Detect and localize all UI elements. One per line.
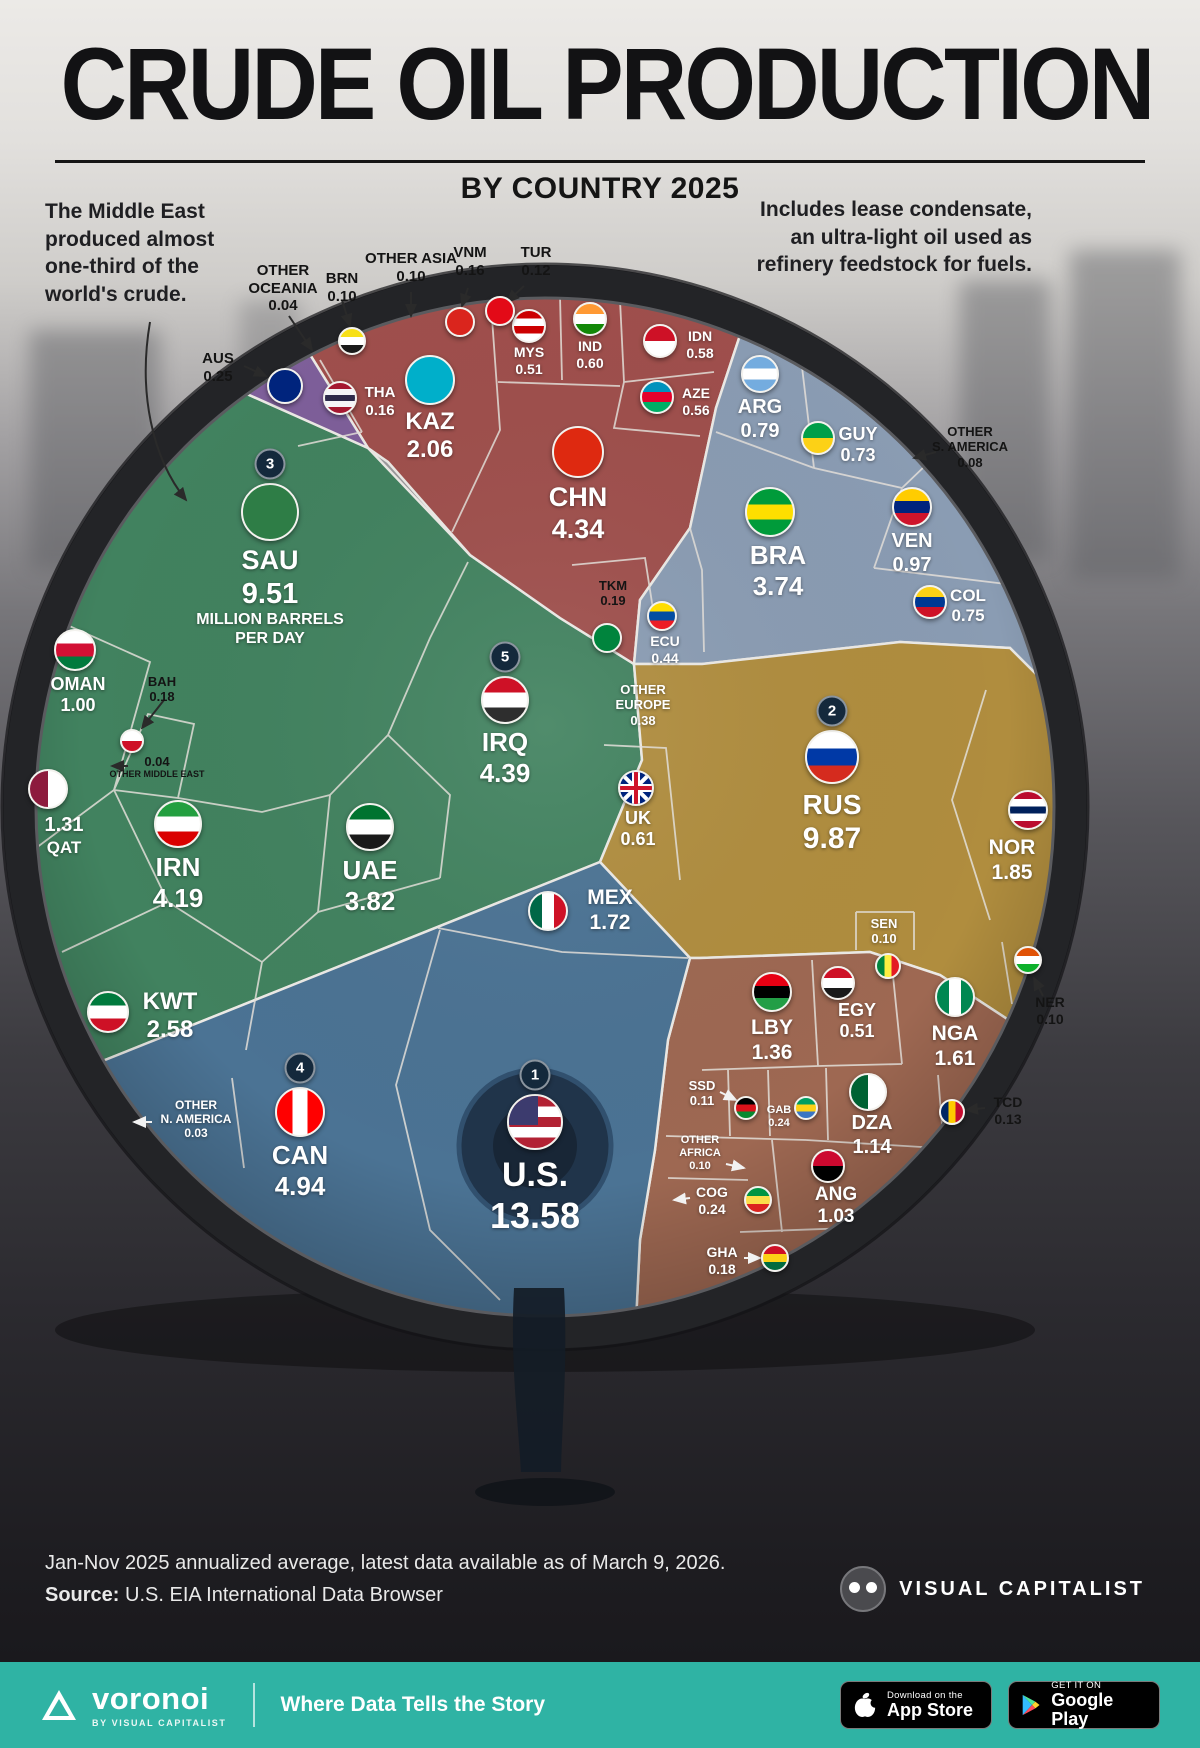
google-play-icon [1022, 1694, 1040, 1716]
tagline: Where Data Tells the Story [280, 1693, 546, 1716]
source-label: Source: [45, 1584, 120, 1606]
app-store-badge[interactable]: Download on the App Store [840, 1681, 992, 1729]
annotation-lease-condensate: Includes lease condensate, an ultra-ligh… [756, 198, 1032, 277]
visual-capitalist-brand: VISUAL CAPITALIST [840, 1566, 1145, 1612]
footnote-period: Jan-Nov 2025 annualized average, latest … [45, 1552, 726, 1574]
google-play-badge[interactable]: GET IT ON Google Play [1008, 1681, 1160, 1729]
background-silhouette [1070, 250, 1180, 580]
app-store-badge-bottom: App Store [887, 1699, 974, 1720]
apple-icon [854, 1692, 877, 1717]
voronoi-logo-text: voronoi [92, 1680, 210, 1716]
visual-capitalist-logo-icon [840, 1566, 887, 1612]
leader-arrows-dark [110, 285, 1045, 1115]
leader-arrows-light [132, 1089, 762, 1264]
footnote-source: Source: U.S. EIA International Data Brow… [45, 1584, 443, 1607]
bar-separator [252, 1683, 255, 1727]
voronoi-logo-icon [42, 1690, 76, 1720]
annotation-middle-east: The Middle East produced almost one-thir… [45, 200, 215, 307]
visual-capitalist-logo-text: VISUAL CAPITALIST [899, 1577, 1145, 1600]
voronoi-logo-subtext: BY VISUAL CAPITALIST [92, 1717, 227, 1728]
source-text: U.S. EIA International Data Browser [119, 1584, 443, 1606]
oil-pool [475, 1478, 615, 1506]
oil-stream [512, 1288, 566, 1472]
google-play-badge-top: GET IT ON [1051, 1680, 1102, 1692]
app-store-badge-top: Download on the [887, 1689, 963, 1701]
page-subtitle: BY COUNTRY 2025 [460, 172, 740, 205]
google-play-badge-bottom: Google Play [1051, 1690, 1114, 1729]
bottom-brand-bar: voronoi BY VISUAL CAPITALIST Where Data … [0, 1662, 1200, 1748]
oil-pour-hole-center [493, 1104, 577, 1188]
page-title: CRUDE OIL PRODUCTION [60, 27, 1156, 141]
title-underline [55, 160, 1145, 163]
voronoi-brand: voronoi BY VISUAL CAPITALIST [40, 1683, 227, 1728]
